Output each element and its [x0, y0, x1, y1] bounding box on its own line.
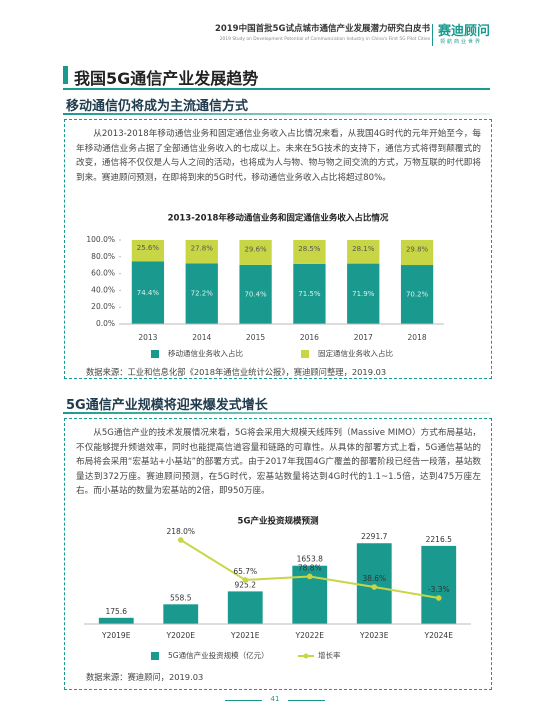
content-box [64, 418, 492, 690]
bar [163, 604, 199, 624]
x-tick-label: Y2023E [359, 631, 389, 640]
legend-label: 移动通信业务收入占比 [168, 348, 243, 358]
point [242, 577, 249, 583]
legend-swatch [301, 350, 309, 358]
bar-segment [185, 263, 218, 324]
data-label: 78.8% [298, 563, 322, 572]
data-label: 28.1% [352, 245, 375, 253]
data-label: 72.2% [191, 290, 214, 298]
bar-segment [400, 265, 434, 324]
header-subtitle: 2019 Study on Development Potential of C… [219, 37, 430, 42]
y-tick-label: 0.0% [96, 319, 115, 328]
data-label: 2216.5 [426, 535, 452, 544]
data-label: 29.8% [406, 246, 429, 254]
point [306, 573, 313, 580]
data-label: 70.2% [406, 291, 429, 299]
legend-label: 固定通信业务收入占比 [318, 348, 393, 358]
data-label: 2291.7 [361, 532, 387, 541]
x-tick-label: Y2024E [424, 631, 454, 640]
data-label: 71.5% [298, 290, 321, 298]
bar-segment [239, 240, 272, 265]
source: 数据来源：赛迪顾问，2019.03 [86, 672, 204, 682]
x-tick-label: Y2020E [166, 631, 196, 640]
paragraph: 从5G通信产业的技术发展情况来看，5G将会采用大规模天线阵列（Massive M… [76, 428, 481, 497]
legend-label: 增长率 [318, 650, 341, 660]
x-tick-label: 2018 [408, 333, 427, 342]
data-label: 925.2 [235, 580, 257, 589]
bar-segment [131, 240, 165, 262]
point [435, 595, 442, 601]
section-bar [63, 66, 68, 84]
chart: 5G产业投资规模预测 Y2019E Y2020E Y2021E Y2022E Y2023E… [84, 516, 471, 660]
source: 数据来源：工业和信息化部《2018年通信业统计公报》，赛迪顾问整理，2019.0… [86, 367, 387, 377]
y-tick-label: 80.0% [91, 252, 115, 261]
subsection-rule [63, 113, 490, 115]
data-label: 38.6% [362, 574, 386, 583]
x-tick-label: Y2019E [101, 631, 131, 640]
brand-sub: 领航商业世界 [440, 39, 483, 45]
chart-title: 2013-2018年移动通信业务和固定通信业务收入占比情况 [168, 213, 389, 224]
y-tick-label: 20.0% [91, 302, 115, 311]
bar [98, 617, 134, 624]
bar-segment [347, 263, 380, 324]
bar-segment [239, 264, 272, 324]
data-label: -3.3% [428, 585, 450, 594]
x-tick-label: 2015 [246, 333, 265, 342]
x-tick-label: 2014 [192, 333, 211, 342]
bar-segment [131, 261, 165, 324]
data-label: 74.4% [137, 289, 160, 297]
x-tick-label: 2016 [300, 333, 319, 342]
bar-segment [185, 240, 218, 264]
subsection-title: 5G通信产业规模将迎来爆发式增长 [66, 398, 268, 413]
data-label: 71.9% [352, 290, 375, 298]
x-tick-label: 2013 [138, 333, 157, 342]
bar [227, 591, 263, 624]
data-label: 29.6% [244, 245, 267, 253]
content-box [64, 119, 492, 379]
data-label: 218.0% [166, 527, 195, 536]
legend-swatch [303, 653, 309, 659]
chart: 2013-2018年移动通信业务和固定通信业务收入占比情况 0.0% 20.0% 40… [86, 213, 444, 358]
data-label: 65.7% [233, 567, 257, 576]
bar-segment [293, 263, 326, 324]
bar-segment [400, 240, 434, 266]
divider [432, 24, 433, 46]
data-label: 1653.8 [297, 555, 323, 564]
brand: 赛迪顾问 [438, 24, 491, 39]
bar [421, 545, 457, 624]
legend-swatch [151, 350, 159, 358]
data-label: 27.8% [191, 245, 214, 253]
x-tick-label: Y2022E [295, 631, 325, 640]
data-label: 558.5 [170, 593, 192, 602]
data-label: 70.4% [244, 290, 267, 298]
x-tick-label: 2017 [354, 333, 373, 342]
paragraph: 从2013-2018年移动通信业务和固定通信业务收入占比情况来看，从我国4G时代… [76, 129, 481, 183]
bar-segment [347, 240, 380, 264]
x-tick-label: Y2021E [230, 631, 260, 640]
legend-swatch [151, 652, 159, 660]
y-tick-label: 100.0% [86, 235, 115, 244]
bar-segment [293, 240, 326, 264]
point [177, 537, 184, 543]
data-label: 28.5% [298, 245, 321, 253]
data-label: 175.6 [106, 607, 128, 616]
section-rule [63, 88, 490, 90]
page-number: 41 [262, 695, 288, 703]
legend-label: 5G通信产业投资规模（亿元） [168, 650, 269, 660]
bar [356, 543, 392, 624]
y-tick-label: 60.0% [91, 269, 115, 278]
subsection-rule [63, 412, 490, 414]
y-tick-label: 40.0% [91, 285, 115, 294]
header-title: 2019中国首批5G试点城市通信产业发展潜力研究白皮书 [214, 24, 430, 34]
section-title: 我国5G通信产业发展趋势 [74, 69, 259, 88]
subsection-title: 移动通信仍将成为主流通信方式 [66, 99, 249, 114]
point [371, 584, 378, 590]
chart-title: 5G产业投资规模预测 [238, 516, 319, 527]
data-label: 25.6% [137, 244, 160, 252]
